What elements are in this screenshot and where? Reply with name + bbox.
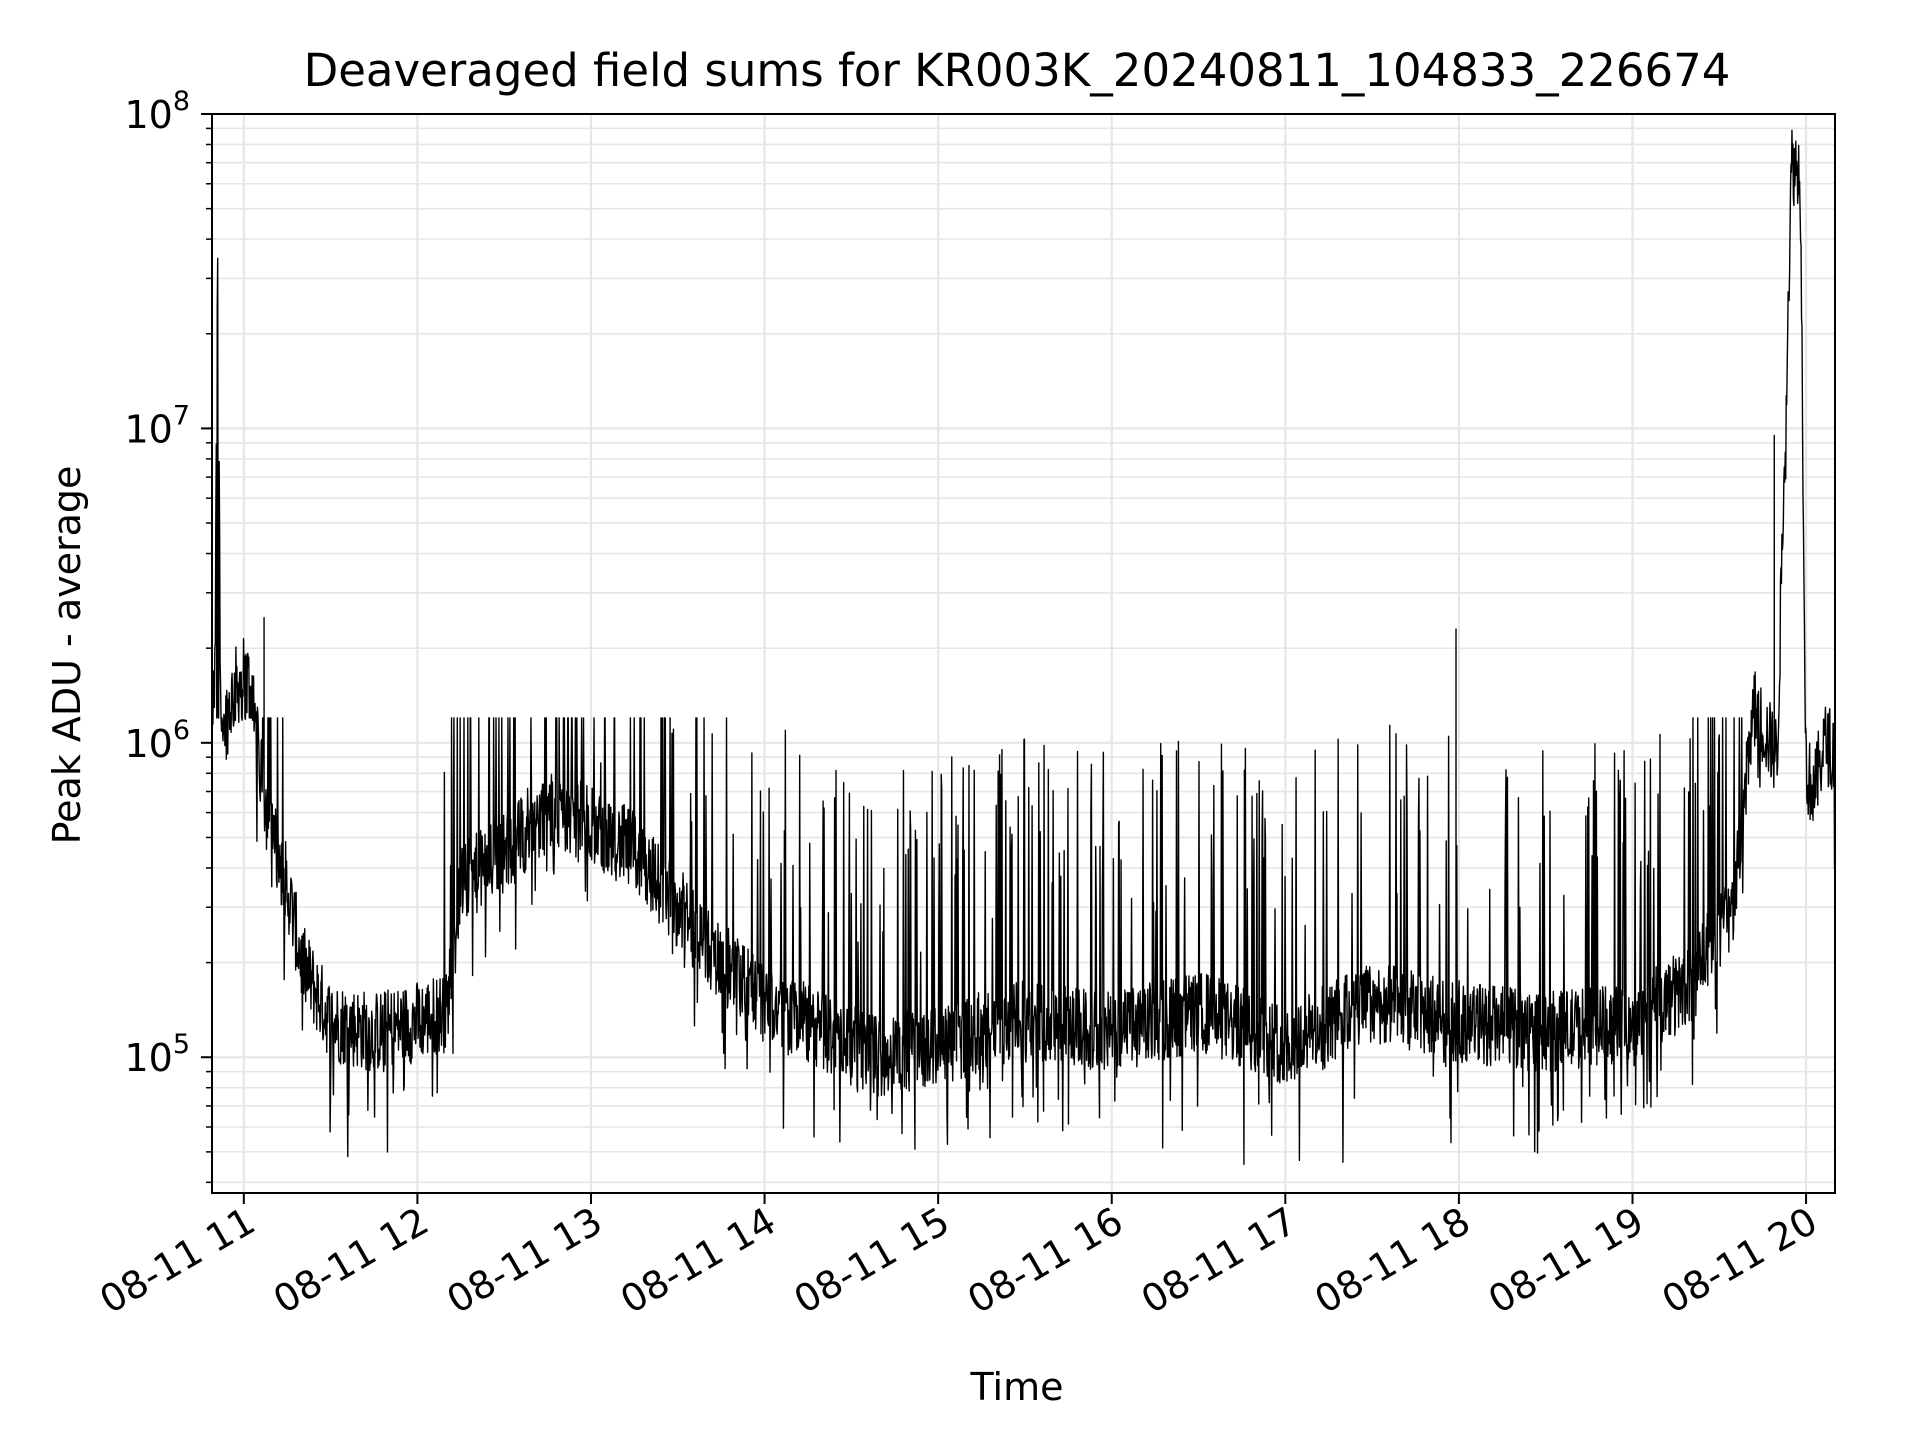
chart-title: Deaveraged field sums for KR003K_2024081… [304,44,1731,97]
y-tick-label: 106 [124,715,190,766]
y-tick-label: 105 [124,1029,190,1080]
data-layer [211,129,1836,1166]
x-axis-label: Time [970,1365,1064,1409]
y-tick-label: 108 [124,86,190,137]
y-axis-label: Peak ADU - average [45,466,89,845]
series-line [211,129,1836,1166]
plot-frame [211,113,1836,1194]
y-tick-label: 107 [124,400,190,451]
